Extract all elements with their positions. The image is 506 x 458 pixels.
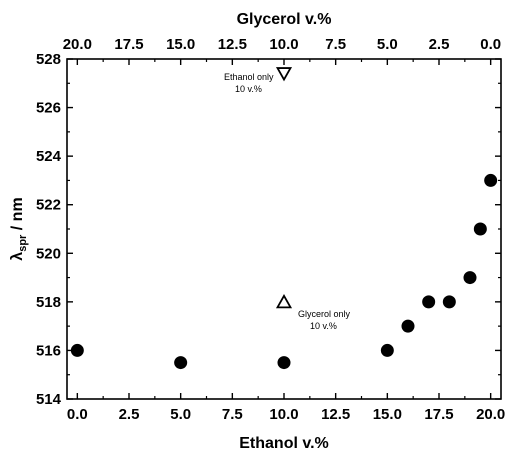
y-tick-label: 520 [36,245,61,262]
x-tick-label: 7.5 [222,406,243,423]
x-axis-title: Ethanol v.% [239,435,329,452]
annotation-ethanol-line1: Ethanol only [224,72,274,82]
data-point [380,343,394,357]
annotation-glycerol-line2: 10 v.% [310,321,337,331]
x2-tick-label: 2.5 [429,36,450,53]
x2-tick-label: 7.5 [325,36,346,53]
y-tick-label: 518 [36,294,61,311]
y-axis-title-unit: / nm [9,197,26,234]
data-point [484,173,498,187]
data-point [277,356,291,370]
x-tick-label: 12.5 [321,406,350,423]
y-tick-label: 514 [36,391,62,408]
y-tick-label: 516 [36,342,61,359]
data-point [463,271,477,285]
data-point [422,295,436,309]
x2-tick-label: 0.0 [480,36,501,53]
marks-group [70,67,498,370]
y-axis-title-subscript: spr [17,234,29,252]
x-tick-label: 17.5 [424,406,453,423]
x2-axis-title: Glycerol v.% [237,11,332,28]
data-point [174,356,188,370]
x-tick-label: 5.0 [170,406,191,423]
data-point [70,343,84,357]
data-point [401,319,415,333]
y-axis-title-symbol: λ [9,252,26,261]
x2-tick-label: 17.5 [114,36,143,53]
x2-tick-label: 15.0 [166,36,195,53]
x2-tick-label: 5.0 [377,36,398,53]
y-tick-label: 524 [36,148,62,165]
x2-tick-label: 10.0 [269,36,298,53]
x-tick-label: 0.0 [67,406,88,423]
x2-tick-label: 20.0 [63,36,92,53]
x-tick-label: 20.0 [476,406,505,423]
y-tick-label: 522 [36,197,61,214]
y-axis-title: λspr / nm [9,197,29,260]
tick-group: 0.0 2.5 5.0 7.5 10.0 12.5 15.0 17.5 20.0 20.0 17.5… [36,36,505,423]
x-tick-label: 15.0 [373,406,402,423]
x2-tick-label: 12.5 [218,36,247,53]
x-tick-label: 2.5 [119,406,140,423]
glycerol-only-point [275,294,293,309]
y-tick-label: 526 [36,100,61,117]
y-tick-label: 528 [36,51,61,68]
annotation-ethanol-line2: 10 v.% [235,84,262,94]
data-point [473,222,487,236]
data-point [442,295,456,309]
annotation-glycerol-line1: Glycerol only [298,309,351,319]
x-tick-label: 10.0 [269,406,298,423]
ethanol-only-point [275,67,293,82]
plot-frame [66,58,502,400]
